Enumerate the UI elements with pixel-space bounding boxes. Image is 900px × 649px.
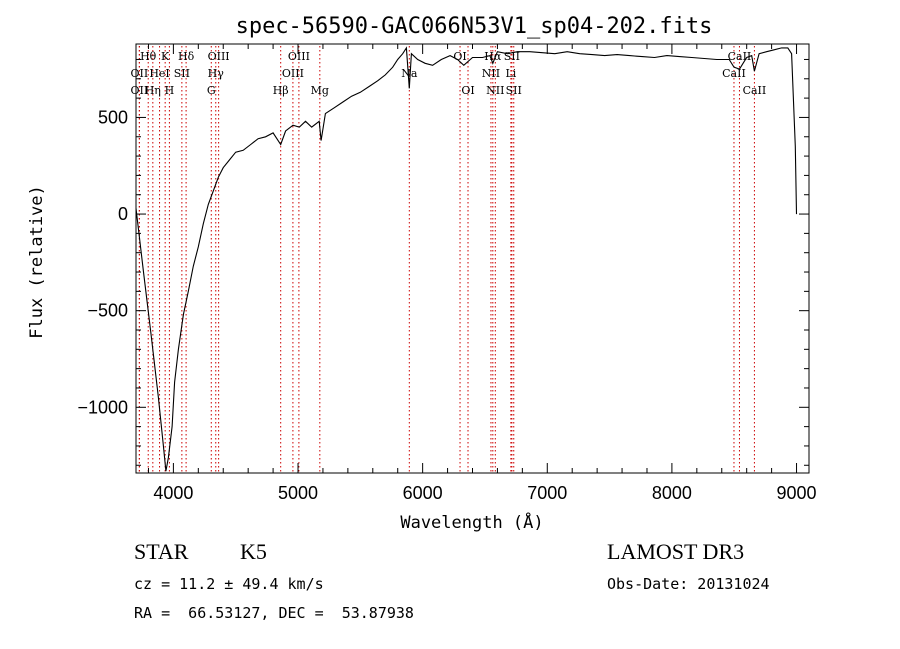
line-marker-label: H bbox=[165, 84, 175, 97]
line-marker-label: Hθ bbox=[140, 50, 157, 63]
line-marker-label: OII bbox=[131, 84, 149, 97]
y-tick-label: 0 bbox=[118, 204, 128, 224]
chart-title: spec-56590-GAC066N53V1_sp04-202.fits bbox=[236, 14, 713, 39]
x-tick-label: 4000 bbox=[153, 483, 193, 503]
line-marker-label: OI bbox=[453, 50, 466, 63]
plot-frame bbox=[135, 43, 810, 474]
line-marker-label: CaII bbox=[743, 84, 767, 97]
redshift-velocity: cz = 11.2 ± 49.4 km/s bbox=[134, 575, 324, 593]
y-tick-label: −500 bbox=[87, 301, 128, 321]
line-marker-label: Hβ bbox=[273, 84, 289, 97]
line-marker-label: Hη bbox=[145, 84, 161, 97]
line-markers bbox=[138, 46, 755, 473]
x-axis-label: Wavelength (Å) bbox=[400, 511, 543, 533]
x-tick-label: 7000 bbox=[527, 483, 567, 503]
line-marker-label: NII bbox=[486, 84, 504, 97]
line-marker-label: G bbox=[207, 84, 216, 97]
object-subclass: K5 bbox=[240, 539, 267, 564]
x-tick-label: 5000 bbox=[278, 483, 318, 503]
line-marker-label: OII bbox=[131, 67, 149, 80]
line-marker-labels: Hθ OII OII K HeI Hη Hδ SII H OIII Hγ G OIII OIII Hβ Mg N… bbox=[131, 50, 767, 97]
x-tick-label: 9000 bbox=[777, 483, 817, 503]
observation-date: Obs-Date: 20131024 bbox=[607, 575, 770, 593]
line-marker-label: OIII bbox=[208, 50, 230, 63]
line-marker-label: SII bbox=[506, 84, 522, 97]
line-marker-label: Na bbox=[401, 67, 418, 80]
x-tick-label: 6000 bbox=[403, 483, 443, 503]
line-marker-label: CaII bbox=[728, 50, 752, 63]
y-axis-label: Flux (relative) bbox=[27, 185, 47, 339]
object-class: STAR bbox=[134, 539, 189, 564]
line-marker-label: HeI bbox=[149, 67, 169, 80]
survey-release: LAMOST DR3 bbox=[607, 539, 745, 564]
line-marker-label: Hδ bbox=[178, 50, 195, 63]
line-marker-label: Hα bbox=[484, 50, 502, 63]
y-tick-label: 500 bbox=[98, 107, 128, 127]
axis-ticks: 4000 5000 6000 7000 8000 9000 −1000 −500 0 500 bbox=[77, 44, 817, 503]
y-tick-label: −1000 bbox=[77, 397, 128, 417]
line-marker-label: SII bbox=[174, 67, 190, 80]
spectrum-series-line bbox=[135, 46, 798, 472]
line-marker-label: Li bbox=[505, 67, 516, 80]
line-marker-label: Mg bbox=[311, 84, 329, 97]
line-marker-label: OIII bbox=[282, 67, 304, 80]
line-marker-label: NII bbox=[482, 67, 500, 80]
x-tick-label: 8000 bbox=[652, 483, 692, 503]
line-marker-label: K bbox=[161, 50, 170, 63]
line-marker-label: CaII bbox=[722, 67, 746, 80]
line-marker-label: Hγ bbox=[208, 67, 225, 80]
ra-dec-coordinates: RA = 66.53127, DEC = 53.87938 bbox=[134, 604, 414, 622]
line-marker-label: OI bbox=[461, 84, 474, 97]
line-marker-label: OIII bbox=[288, 50, 310, 63]
